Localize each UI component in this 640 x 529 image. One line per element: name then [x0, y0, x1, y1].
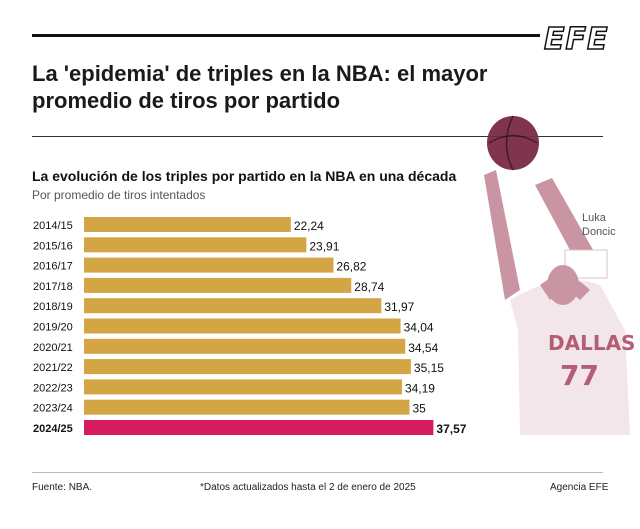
value-label: 35,15 — [414, 361, 444, 375]
headline-divider — [32, 136, 603, 137]
category-label: 2019/20 — [33, 322, 73, 334]
category-label: 2016/17 — [33, 261, 73, 273]
top-rule — [32, 34, 540, 37]
bar — [84, 318, 401, 334]
agency-credit: Agencia EFE — [550, 482, 609, 493]
value-label: 23,91 — [309, 239, 339, 253]
value-label: 34,04 — [404, 321, 434, 335]
source-note: Fuente: NBA. — [32, 482, 93, 493]
bar — [84, 338, 406, 354]
bar — [84, 298, 382, 314]
bar — [84, 257, 334, 273]
value-label: 34,19 — [405, 381, 435, 395]
data-date-note: *Datos actualizados hasta el 2 de enero … — [200, 482, 416, 493]
category-label: 2018/19 — [33, 301, 73, 313]
chart-title: La evolución de los triples por partido … — [32, 168, 457, 184]
basketball — [487, 116, 539, 170]
value-label: 37,57 — [436, 422, 466, 436]
svg-text:DALLAS: DALLAS — [548, 331, 635, 355]
bar — [84, 379, 402, 395]
category-label: 2020/21 — [33, 342, 73, 354]
bar — [84, 420, 434, 435]
category-label: 2023/24 — [33, 403, 73, 415]
bar — [84, 277, 352, 293]
headline: La 'epidemia' de triples en la NBA: el m… — [32, 61, 488, 113]
category-label: 2014/15 — [33, 220, 73, 232]
player-credit: Luka Doncic — [582, 212, 616, 238]
efe-logo: EFE — [543, 21, 609, 58]
value-label: 22,24 — [294, 219, 324, 233]
value-label: 35 — [413, 402, 427, 416]
value-label: 31,97 — [384, 300, 414, 314]
player-illustration: DALLAS 77 — [484, 115, 635, 435]
bar — [84, 217, 291, 232]
category-label: 2024/25 — [33, 423, 73, 435]
bar — [84, 237, 307, 253]
bar — [84, 399, 410, 415]
value-label: 26,82 — [336, 260, 366, 274]
footer-divider — [32, 472, 603, 473]
value-label: 28,74 — [354, 280, 384, 294]
category-label: 2021/22 — [33, 362, 73, 374]
svg-text:77: 77 — [560, 359, 599, 392]
bar — [84, 359, 411, 375]
chart-subtitle: Por promedio de tiros intentados — [32, 188, 206, 202]
value-label: 34,54 — [408, 341, 438, 355]
category-label: 2022/23 — [33, 382, 73, 394]
category-label: 2017/18 — [33, 281, 73, 293]
category-label: 2015/16 — [33, 240, 73, 252]
